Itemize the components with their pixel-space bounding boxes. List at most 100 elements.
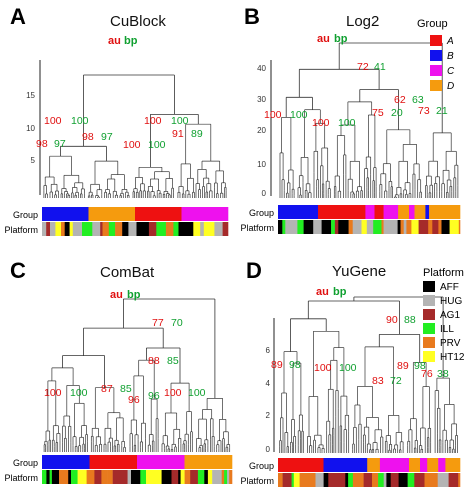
platform-bar-segment <box>383 220 392 234</box>
panel-letter: A <box>10 4 26 29</box>
platform-bar-segment <box>107 470 113 484</box>
platform-bar-segment <box>458 473 461 487</box>
platform-bar-segment <box>407 473 415 487</box>
legend-swatch-ag1 <box>423 309 435 320</box>
platform-bar-segment <box>393 220 398 234</box>
platform-bar-segment <box>128 222 137 236</box>
platform-bar-segment <box>448 473 459 487</box>
platform-bar-segment <box>42 470 47 484</box>
platform-bar-segment <box>338 220 349 234</box>
platform-bar-segment <box>115 222 123 236</box>
group-bar-segment <box>414 205 426 219</box>
platform-bar-segment <box>229 470 233 484</box>
platform-bar-segment <box>414 473 418 487</box>
bp-label: 98 <box>289 359 301 371</box>
group-bar-label: Group <box>249 208 274 218</box>
group-bar-segment <box>425 205 430 219</box>
group-bar-segment <box>42 455 90 469</box>
au-label: 77 <box>152 317 164 329</box>
root-bp-label: bp <box>333 286 347 298</box>
group-color-bar <box>278 458 461 472</box>
node-labels: 100 100 100 100 98 97 98 97 100 100 91 8… <box>36 115 203 151</box>
platform-bar-segment <box>296 473 300 487</box>
platform-bar-segment <box>178 470 181 484</box>
platform-bar-segment <box>108 222 116 236</box>
y-tick-label: 5 <box>31 156 36 165</box>
platform-bar-segment <box>318 473 324 487</box>
group-bar-segment <box>135 207 182 221</box>
au-label: 100 <box>164 387 182 399</box>
platform-bar-segment <box>328 473 336 487</box>
platform-bar-segment <box>161 470 172 484</box>
platform-bar-segment <box>400 220 404 234</box>
legend-swatch-ill <box>423 323 435 334</box>
platform-bar-segment <box>379 220 382 234</box>
platform-bar-segment <box>318 220 322 234</box>
platform-bar-segment <box>390 473 399 487</box>
platform-bar-segment <box>140 470 143 484</box>
platform-bar-segment <box>372 473 379 487</box>
platform-bar-segment <box>122 222 129 236</box>
platform-bar-segment <box>293 473 297 487</box>
group-bar-segment <box>409 458 421 472</box>
platform-bar-segment <box>77 470 87 484</box>
panel-d: D YuGene 0 2 4 6 au bp 90 88 89 98 100 1… <box>240 258 465 487</box>
platform-bar-segment <box>282 220 286 234</box>
au-label: 100 <box>312 117 330 129</box>
group-bar-segment <box>420 458 428 472</box>
y-tick-label: 2 <box>266 411 271 420</box>
platform-bar-segment <box>293 220 298 234</box>
platform-bar-segment <box>165 222 174 236</box>
platform-bar-label: Platform <box>240 223 274 233</box>
platform-color-bar <box>42 470 233 484</box>
group-legend-title: Group <box>417 18 448 30</box>
y-tick-label: 0 <box>266 445 271 454</box>
node-labels: 72 41 100 100 100 100 62 63 75 20 73 21 <box>264 61 448 129</box>
platform-bar-segment <box>112 470 122 484</box>
group-bar-segment <box>445 458 461 472</box>
legend-swatch-prv <box>423 337 435 348</box>
platform-bar-segment <box>352 220 362 234</box>
au-label: 100 <box>144 115 162 127</box>
platform-bar-segment <box>361 220 368 234</box>
platform-bar-segment <box>42 222 47 236</box>
legend-swatch-a <box>430 35 442 46</box>
group-bar-segment <box>438 458 446 472</box>
platform-bar-segment <box>100 222 103 236</box>
bp-label: 100 <box>290 109 308 121</box>
platform-bar-segment <box>278 473 283 487</box>
bp-label: 97 <box>54 138 66 150</box>
platform-bar-segment <box>449 220 460 234</box>
y-tick-label: 0 <box>262 189 267 198</box>
platform-bar-segment <box>221 470 225 484</box>
platform-bar-segment <box>331 220 336 234</box>
bp-label: 38 <box>437 368 449 380</box>
legend-label-hug: HUG <box>440 296 462 307</box>
dendrogram-tree <box>279 42 459 198</box>
platform-bar-segment <box>285 220 294 234</box>
platform-bar-segment <box>82 222 93 236</box>
y-tick-label: 15 <box>26 91 35 100</box>
bp-label: 89 <box>191 128 203 140</box>
legend-label-aff: AFF <box>440 282 459 293</box>
bp-label: 100 <box>339 362 357 374</box>
platform-bar-segment <box>101 470 108 484</box>
platform-bar-segment <box>120 470 128 484</box>
platform-bar-segment <box>345 473 349 487</box>
root-au-label: au <box>110 289 123 301</box>
bp-label: 72 <box>390 375 402 387</box>
group-bar-label: Group <box>13 458 38 468</box>
y-tick-label: 4 <box>266 379 271 388</box>
au-label: 100 <box>44 115 62 127</box>
platform-bar-segment <box>297 220 304 234</box>
node-labels: 77 70 88 85 100 100 87 85 96 96 100 100 <box>44 317 206 406</box>
node-labels: 90 88 89 98 100 100 89 98 83 72 76 38 <box>271 314 449 387</box>
platform-bar-segment <box>173 222 179 236</box>
platform-color-bar <box>278 220 461 234</box>
panel-a: A CuBlock 5 10 15 au bp 100 100 100 100 … <box>4 4 229 236</box>
group-bar-segment <box>88 207 136 221</box>
platform-bar-segment <box>458 220 461 234</box>
platform-bar-segment <box>363 473 373 487</box>
platform-bar-segment <box>383 473 387 487</box>
platform-bar-segment <box>441 220 450 234</box>
